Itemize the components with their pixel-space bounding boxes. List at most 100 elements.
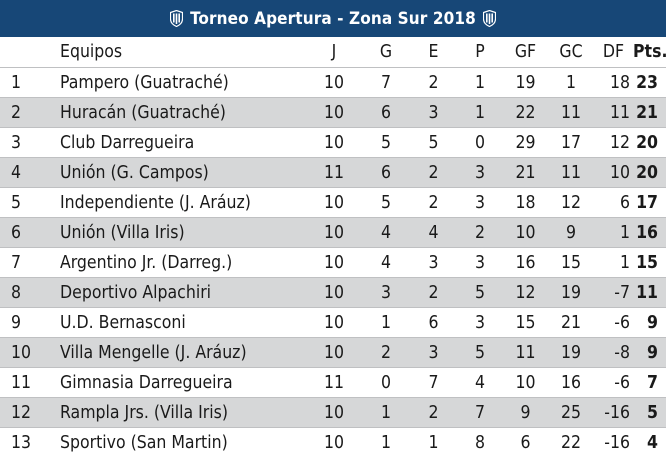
- cell-gf: 10: [503, 218, 548, 248]
- cell-e: 6: [410, 308, 457, 338]
- cell-pos: 11: [0, 368, 48, 398]
- table-title: Torneo Apertura - Zona Sur 2018: [190, 9, 476, 29]
- cell-pts: 9: [633, 338, 666, 368]
- cell-pts: 4: [633, 428, 666, 457]
- cell-gc: 12: [548, 188, 594, 218]
- cell-pos: 12: [0, 398, 48, 428]
- cell-j: 10: [306, 128, 362, 158]
- cell-p: 5: [457, 278, 503, 308]
- cell-e: 7: [410, 368, 457, 398]
- cell-j: 11: [306, 158, 362, 188]
- cell-pts: 20: [633, 158, 666, 188]
- cell-g: 6: [362, 158, 410, 188]
- header-team: Equipos: [48, 37, 306, 68]
- cell-pts: 20: [633, 128, 666, 158]
- cell-pos: 8: [0, 278, 48, 308]
- cell-team: Gimnasia Darregueira: [48, 368, 306, 398]
- cell-j: 10: [306, 308, 362, 338]
- cell-j: 10: [306, 278, 362, 308]
- cell-g: 4: [362, 248, 410, 278]
- cell-df: 1: [594, 248, 633, 278]
- cell-pts: 23: [633, 68, 666, 98]
- cell-team: Argentino Jr. (Darreg.): [48, 248, 306, 278]
- cell-df: 11: [594, 98, 633, 128]
- cell-pts: 16: [633, 218, 666, 248]
- cell-p: 1: [457, 98, 503, 128]
- cell-e: 3: [410, 98, 457, 128]
- cell-g: 1: [362, 428, 410, 457]
- cell-pos: 2: [0, 98, 48, 128]
- cell-j: 10: [306, 98, 362, 128]
- cell-gf: 18: [503, 188, 548, 218]
- cell-g: 4: [362, 218, 410, 248]
- cell-df: 18: [594, 68, 633, 98]
- cell-pos: 5: [0, 188, 48, 218]
- cell-p: 4: [457, 368, 503, 398]
- cell-e: 3: [410, 338, 457, 368]
- cell-team: Deportivo Alpachiri: [48, 278, 306, 308]
- cell-pts: 9: [633, 308, 666, 338]
- cell-j: 11: [306, 368, 362, 398]
- cell-e: 2: [410, 68, 457, 98]
- cell-team: Villa Mengelle (J. Aráuz): [48, 338, 306, 368]
- cell-p: 0: [457, 128, 503, 158]
- cell-gf: 29: [503, 128, 548, 158]
- cell-j: 10: [306, 218, 362, 248]
- cell-team: Sportivo (San Martin): [48, 428, 306, 457]
- cell-team: Huracán (Guatraché): [48, 98, 306, 128]
- header-gc: GC: [548, 37, 594, 68]
- cell-e: 2: [410, 188, 457, 218]
- cell-e: 2: [410, 398, 457, 428]
- cell-gc: 19: [548, 278, 594, 308]
- cell-gc: 9: [548, 218, 594, 248]
- cell-pos: 9: [0, 308, 48, 338]
- cell-p: 2: [457, 218, 503, 248]
- cell-g: 2: [362, 338, 410, 368]
- cell-g: 6: [362, 98, 410, 128]
- cell-e: 2: [410, 158, 457, 188]
- cell-gc: 1: [548, 68, 594, 98]
- cell-team: Independiente (J. Aráuz): [48, 188, 306, 218]
- cell-g: 5: [362, 188, 410, 218]
- cell-pos: 3: [0, 128, 48, 158]
- cell-e: 3: [410, 248, 457, 278]
- header-gf: GF: [503, 37, 548, 68]
- cell-df: 1: [594, 218, 633, 248]
- cell-j: 10: [306, 338, 362, 368]
- header-j: J: [306, 37, 362, 68]
- cell-gf: 9: [503, 398, 548, 428]
- header-df: DF: [594, 37, 633, 68]
- cell-pts: 15: [633, 248, 666, 278]
- cell-g: 0: [362, 368, 410, 398]
- cell-gc: 16: [548, 368, 594, 398]
- title-bar: Torneo Apertura - Zona Sur 2018: [0, 0, 666, 37]
- cell-team: Pampero (Guatraché): [48, 68, 306, 98]
- cell-g: 5: [362, 128, 410, 158]
- cell-e: 5: [410, 128, 457, 158]
- cell-gc: 21: [548, 308, 594, 338]
- club-crest-icon: [170, 10, 183, 27]
- cell-pos: 6: [0, 218, 48, 248]
- cell-pts: 21: [633, 98, 666, 128]
- header-row: Equipos J G E P GF GC DF Pts.: [0, 37, 666, 68]
- cell-df: -8: [594, 338, 633, 368]
- cell-pos: 10: [0, 338, 48, 368]
- cell-pts: 11: [633, 278, 666, 308]
- cell-df: 12: [594, 128, 633, 158]
- cell-e: 2: [410, 278, 457, 308]
- cell-e: 4: [410, 218, 457, 248]
- cell-gf: 12: [503, 278, 548, 308]
- cell-team: Club Darregueira: [48, 128, 306, 158]
- header-e: E: [410, 37, 457, 68]
- cell-team: Unión (G. Campos): [48, 158, 306, 188]
- cell-gf: 21: [503, 158, 548, 188]
- cell-p: 8: [457, 428, 503, 457]
- cell-pts: 17: [633, 188, 666, 218]
- cell-g: 3: [362, 278, 410, 308]
